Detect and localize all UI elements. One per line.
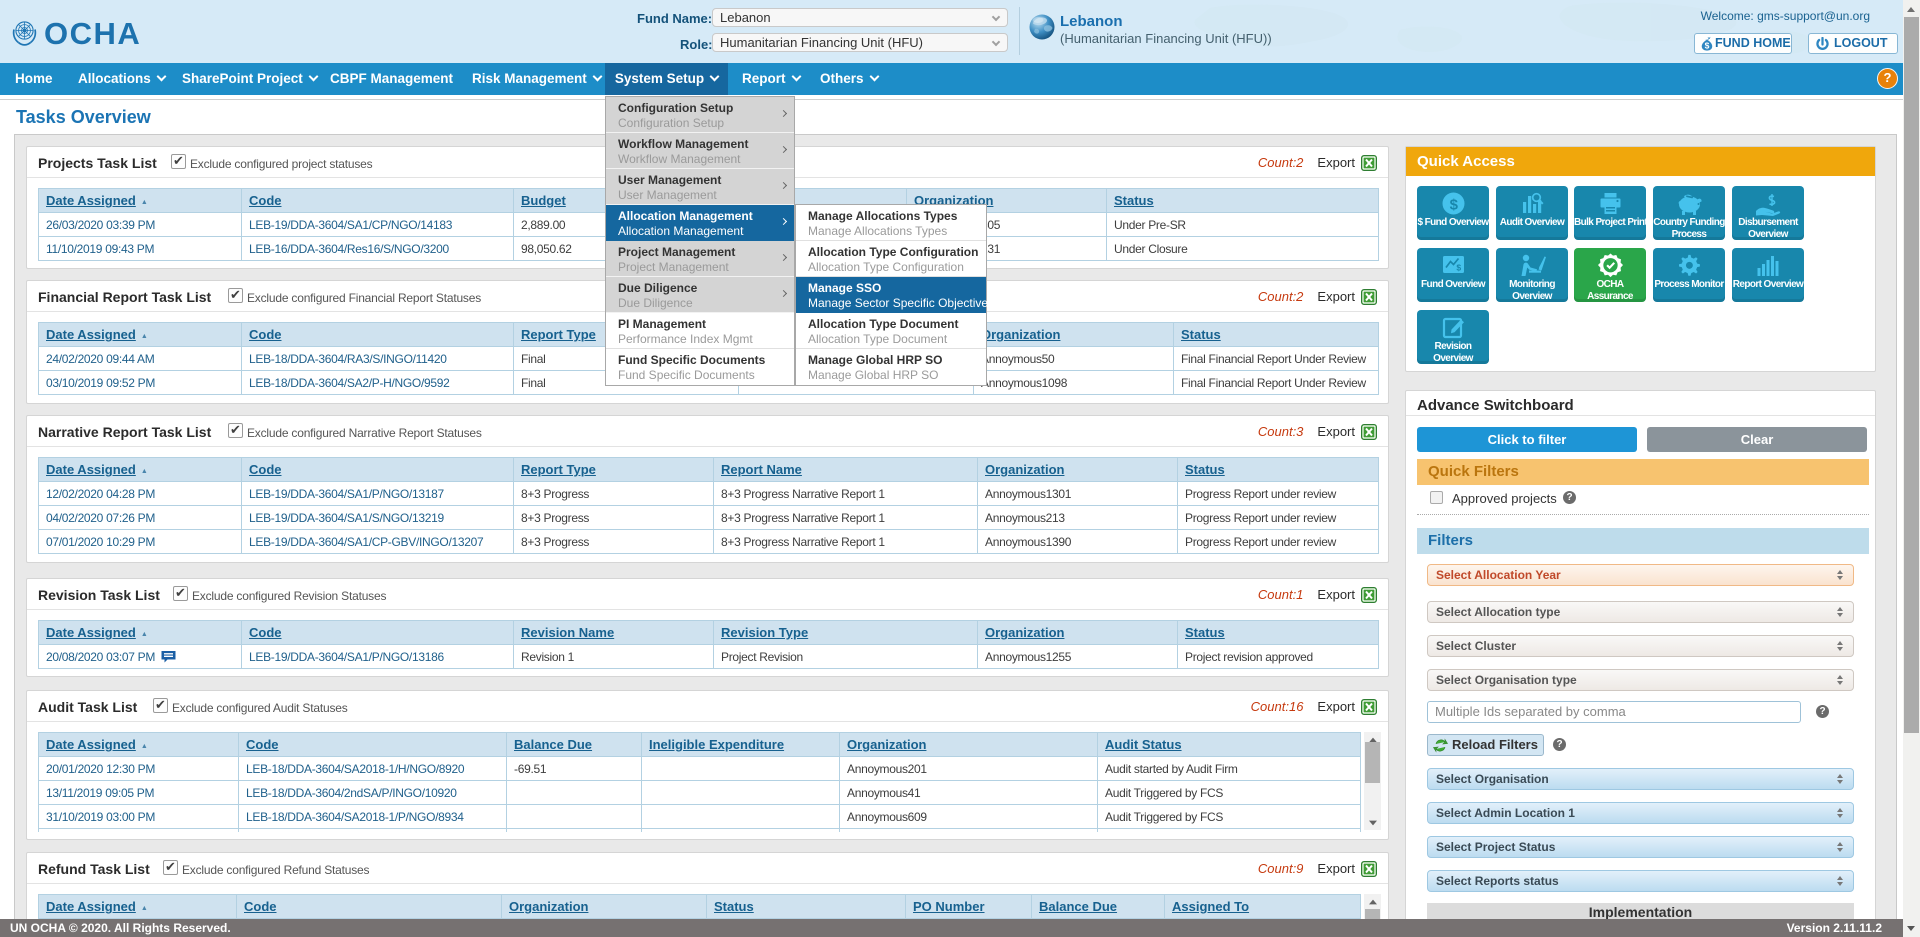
svg-text:$: $ <box>1456 263 1461 273</box>
svg-text:$: $ <box>1449 197 1458 214</box>
svg-text:$: $ <box>1705 40 1710 50</box>
